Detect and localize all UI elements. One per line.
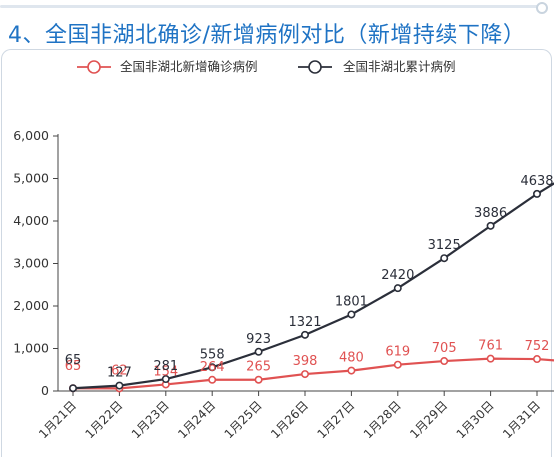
data-label-new: 761	[478, 339, 503, 354]
x-tick-label: 1月27日	[314, 398, 357, 441]
data-label-new: 398	[293, 354, 318, 369]
point-total	[486, 221, 495, 230]
point-total	[393, 284, 402, 293]
point-new	[254, 375, 263, 384]
point-new	[393, 360, 402, 369]
point-new	[347, 366, 356, 375]
data-label-total: 3125	[428, 238, 461, 253]
data-label-total: 3886	[474, 206, 507, 221]
series-area	[69, 182, 554, 393]
data-label-new: 264	[200, 360, 225, 375]
legend-label: 全国非湖北新增确诊病例	[120, 59, 258, 74]
data-label-total: 4638	[520, 174, 553, 189]
point-total	[208, 363, 217, 372]
series-total	[69, 182, 554, 393]
legend-label: 全国非湖北累计病例	[343, 59, 456, 74]
point-new	[208, 375, 217, 384]
data-label-new: 752	[525, 339, 550, 354]
top-divider	[0, 0, 554, 14]
x-tick-label: 1月30日	[454, 398, 497, 441]
divider-line	[0, 5, 544, 8]
x-tick-label: 1月31日	[500, 398, 543, 441]
data-label-total: 1801	[335, 294, 368, 309]
y-tick-label: 6,000	[13, 128, 49, 143]
y-axis: 0 1,000 2,000 3,000 4,000 5,000 6,000	[13, 128, 59, 398]
data-labels: 6562154264265398480619705761752668651272…	[65, 174, 554, 381]
x-tick-label: 1月22日	[82, 398, 125, 441]
point-total	[300, 330, 309, 339]
point-new	[486, 354, 495, 363]
series-line-new	[72, 357, 554, 390]
chart-frame	[1, 49, 552, 457]
x-tick-label: 1月21日	[36, 398, 79, 441]
data-label-total: 281	[153, 359, 178, 374]
point-total	[69, 384, 78, 393]
y-tick-label: 0	[41, 383, 49, 398]
x-tick-label: 1月25日	[222, 398, 265, 441]
series-line-total	[72, 182, 554, 390]
series-new	[69, 354, 554, 393]
data-label-new: 154	[153, 364, 178, 379]
data-label-total: 127	[107, 366, 132, 381]
y-tick-label: 4,000	[13, 213, 49, 228]
data-label-total: 923	[246, 332, 271, 347]
x-tick-label: 1月28日	[361, 398, 404, 441]
legend-item-new: 全国非湖北新增确诊病例	[77, 59, 258, 74]
divider-end-icon	[536, 2, 548, 14]
point-total	[115, 381, 124, 390]
chart-legend: 全国非湖北新增确诊病例 全国非湖北累计病例	[77, 59, 456, 74]
legend-item-total: 全国非湖北累计病例	[298, 59, 456, 74]
point-new	[300, 370, 309, 379]
y-tick-label: 3,000	[13, 256, 49, 271]
page-title: 4、全国非湖北确诊/新增病例对比（新增持续下降）	[8, 23, 526, 48]
x-axis: 1月21日 1月22日 1月23日 1月24日 1月25日 1月26日 1月27日 1月28日…	[36, 390, 554, 441]
legend-marker-icon	[308, 60, 322, 74]
data-label-total: 65	[65, 353, 82, 368]
x-tick-label: 1月26日	[268, 398, 311, 441]
data-label-new: 62	[111, 363, 128, 378]
x-tick-label: 1月24日	[175, 398, 218, 441]
point-total	[254, 347, 263, 356]
data-label-new: 480	[339, 351, 364, 366]
data-label-total: 558	[200, 347, 225, 362]
y-tick-label: 5,000	[13, 171, 49, 186]
point-new	[532, 355, 541, 364]
y-tick-label: 2,000	[13, 298, 49, 313]
data-label-new: 265	[246, 360, 271, 375]
point-total	[532, 189, 541, 198]
y-tick-label: 1,000	[13, 341, 49, 356]
legend-marker-icon	[87, 60, 101, 74]
data-label-total: 2420	[381, 268, 414, 283]
point-total	[440, 254, 449, 263]
point-total	[161, 375, 170, 384]
point-new	[440, 357, 449, 366]
data-label-new: 705	[432, 341, 457, 356]
x-tick-label: 1月23日	[129, 398, 172, 441]
data-label-new: 619	[385, 345, 410, 360]
point-total	[347, 310, 356, 319]
data-label-new: 65	[65, 359, 82, 374]
data-label-total: 1321	[288, 315, 321, 330]
x-tick-label: 1月29日	[407, 398, 450, 441]
